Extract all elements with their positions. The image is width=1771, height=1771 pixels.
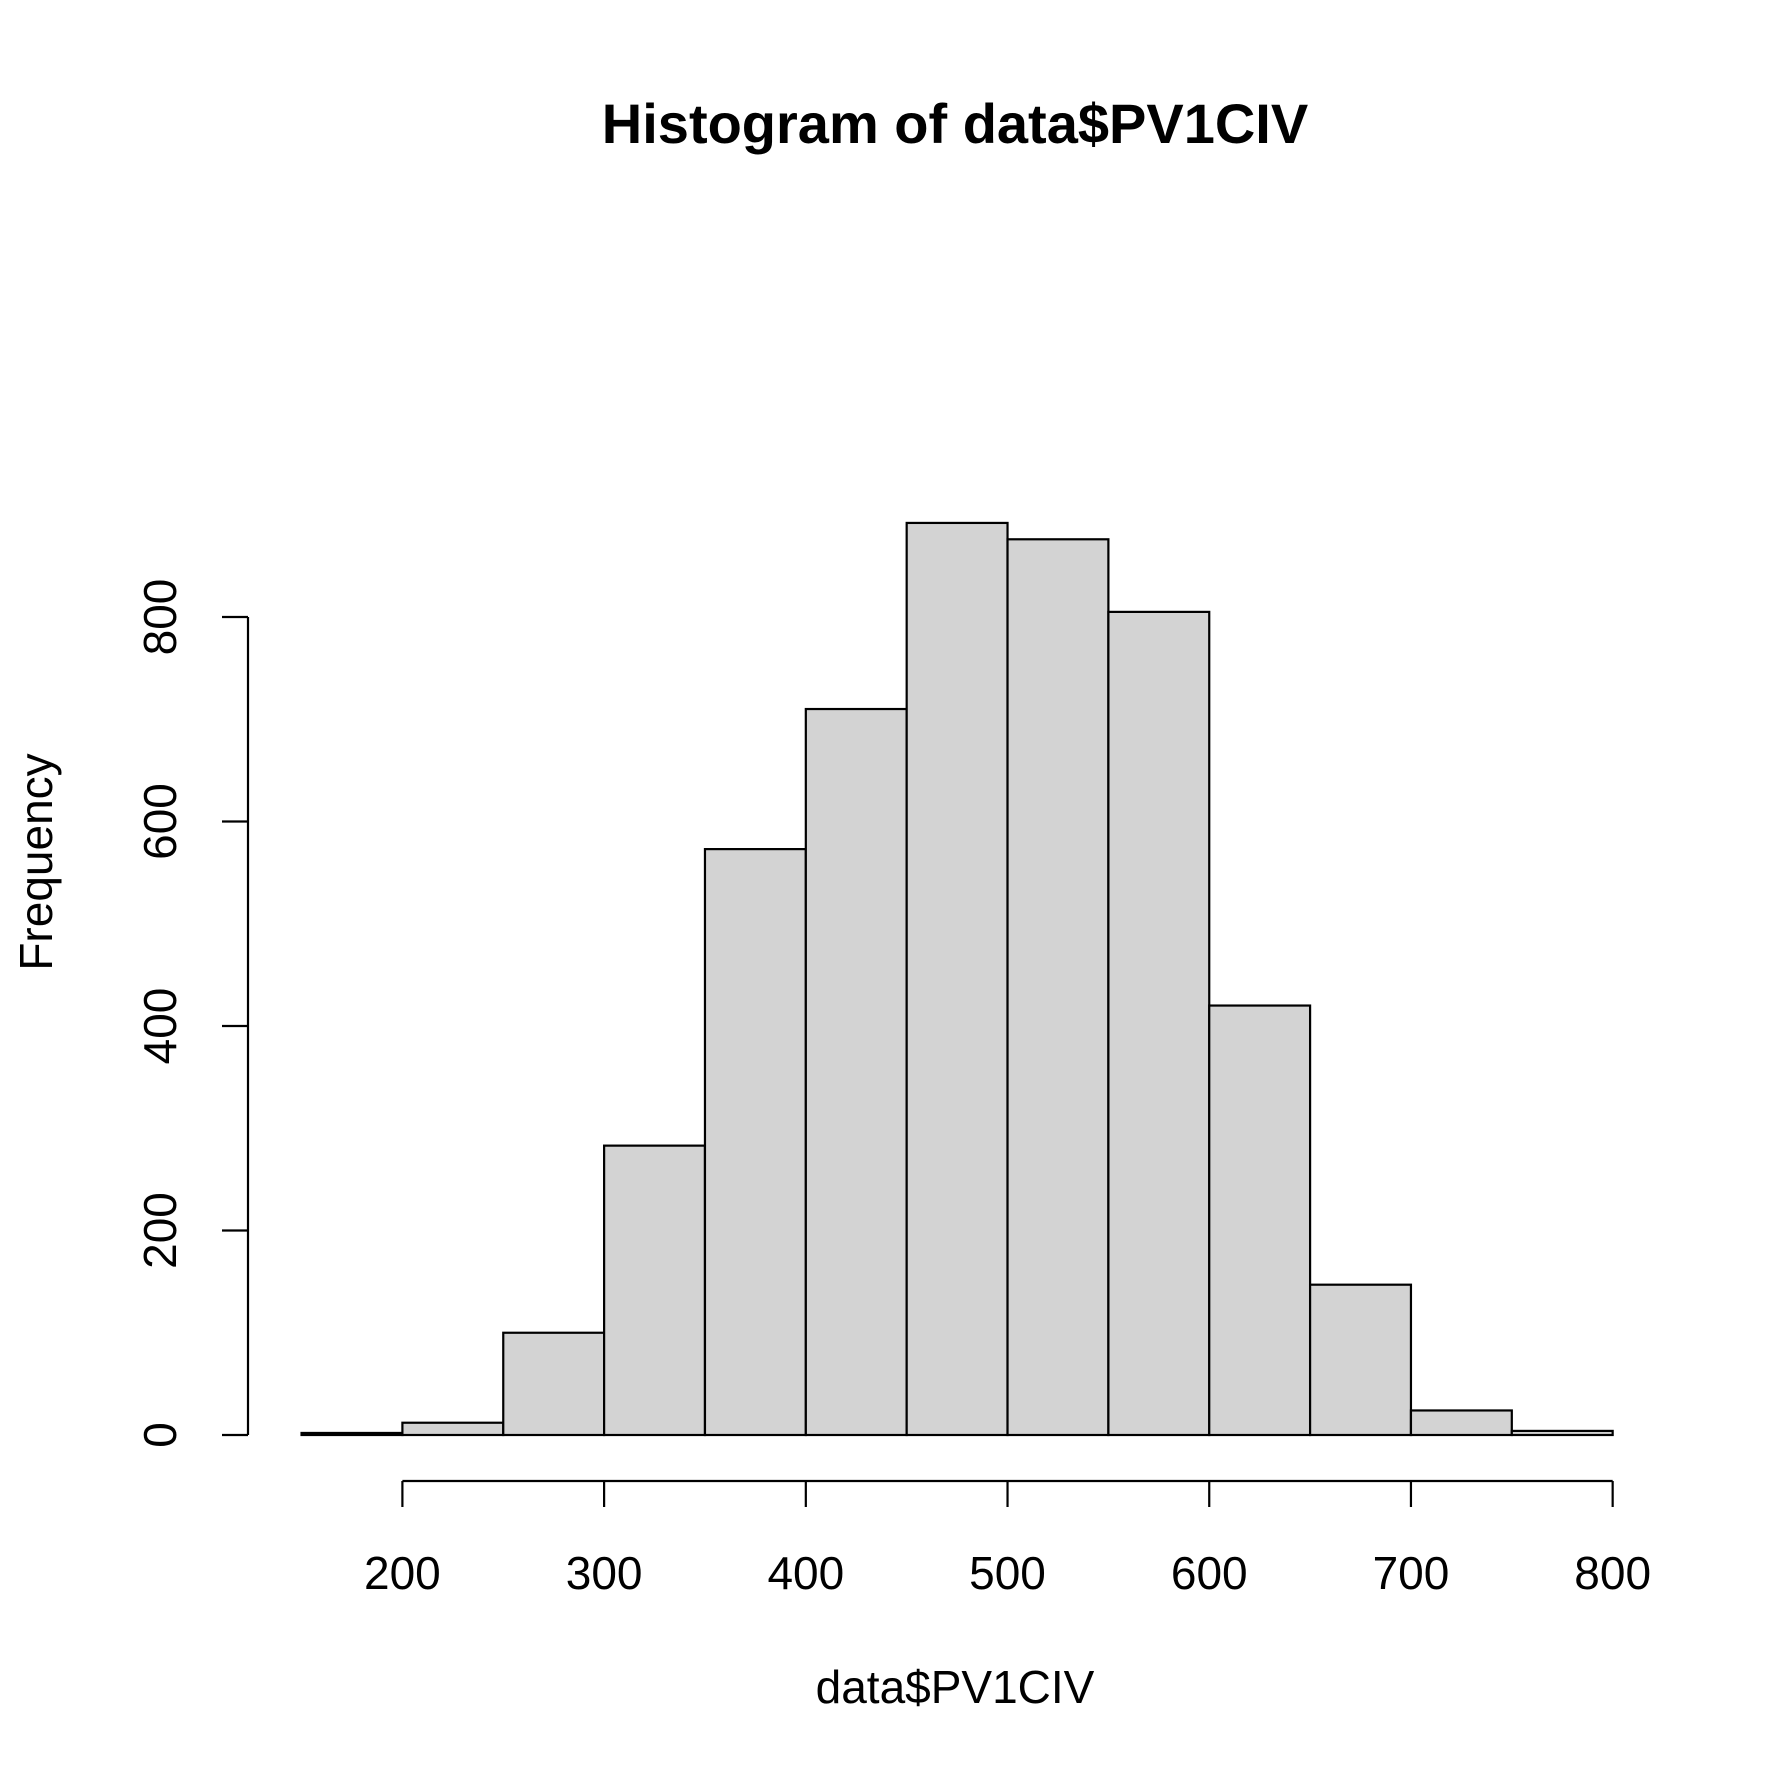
histogram-bar-500-550 — [1006, 538, 1110, 1437]
histogram-bar-650-700 — [1308, 1283, 1413, 1437]
histogram-bar-750-800 — [1510, 1429, 1614, 1437]
histogram-bar-300-350 — [603, 1144, 707, 1437]
histogram-bar-450-500 — [905, 521, 1009, 1437]
y-axis-label: Frequency — [10, 753, 62, 970]
y-axis: 0 200 400 600 800 — [134, 579, 250, 1448]
histogram-bar-150-200 — [300, 1431, 404, 1437]
histogram-bar-400-450 — [804, 707, 908, 1437]
x-tick-label-400: 400 — [767, 1547, 844, 1599]
y-tick-label-800: 800 — [134, 579, 186, 656]
x-axis-label: data$PV1CIV — [816, 1661, 1095, 1713]
chart-title: Histogram of data$PV1CIV — [602, 92, 1308, 155]
x-tick-label-700: 700 — [1373, 1547, 1450, 1599]
x-tick-label-300: 300 — [566, 1547, 643, 1599]
histogram-bar-200-250 — [401, 1421, 505, 1437]
histogram-bars — [300, 521, 1614, 1437]
x-tick-label-800: 800 — [1574, 1547, 1651, 1599]
y-tick-label-600: 600 — [134, 783, 186, 860]
histogram-bar-250-300 — [502, 1331, 606, 1437]
x-axis: 200 300 400 500 600 700 800 — [364, 1479, 1651, 1599]
y-tick-label-0: 0 — [134, 1422, 186, 1448]
y-tick-label-200: 200 — [134, 1192, 186, 1269]
histogram-bar-600-650 — [1208, 1004, 1312, 1437]
x-tick-label-200: 200 — [364, 1547, 441, 1599]
y-tick-label-400: 400 — [134, 988, 186, 1065]
histogram-bar-700-750 — [1409, 1409, 1513, 1437]
histogram-bar-350-400 — [703, 848, 807, 1437]
x-tick-label-600: 600 — [1171, 1547, 1248, 1599]
histogram-bar-550-600 — [1107, 610, 1211, 1437]
x-tick-label-500: 500 — [969, 1547, 1046, 1599]
